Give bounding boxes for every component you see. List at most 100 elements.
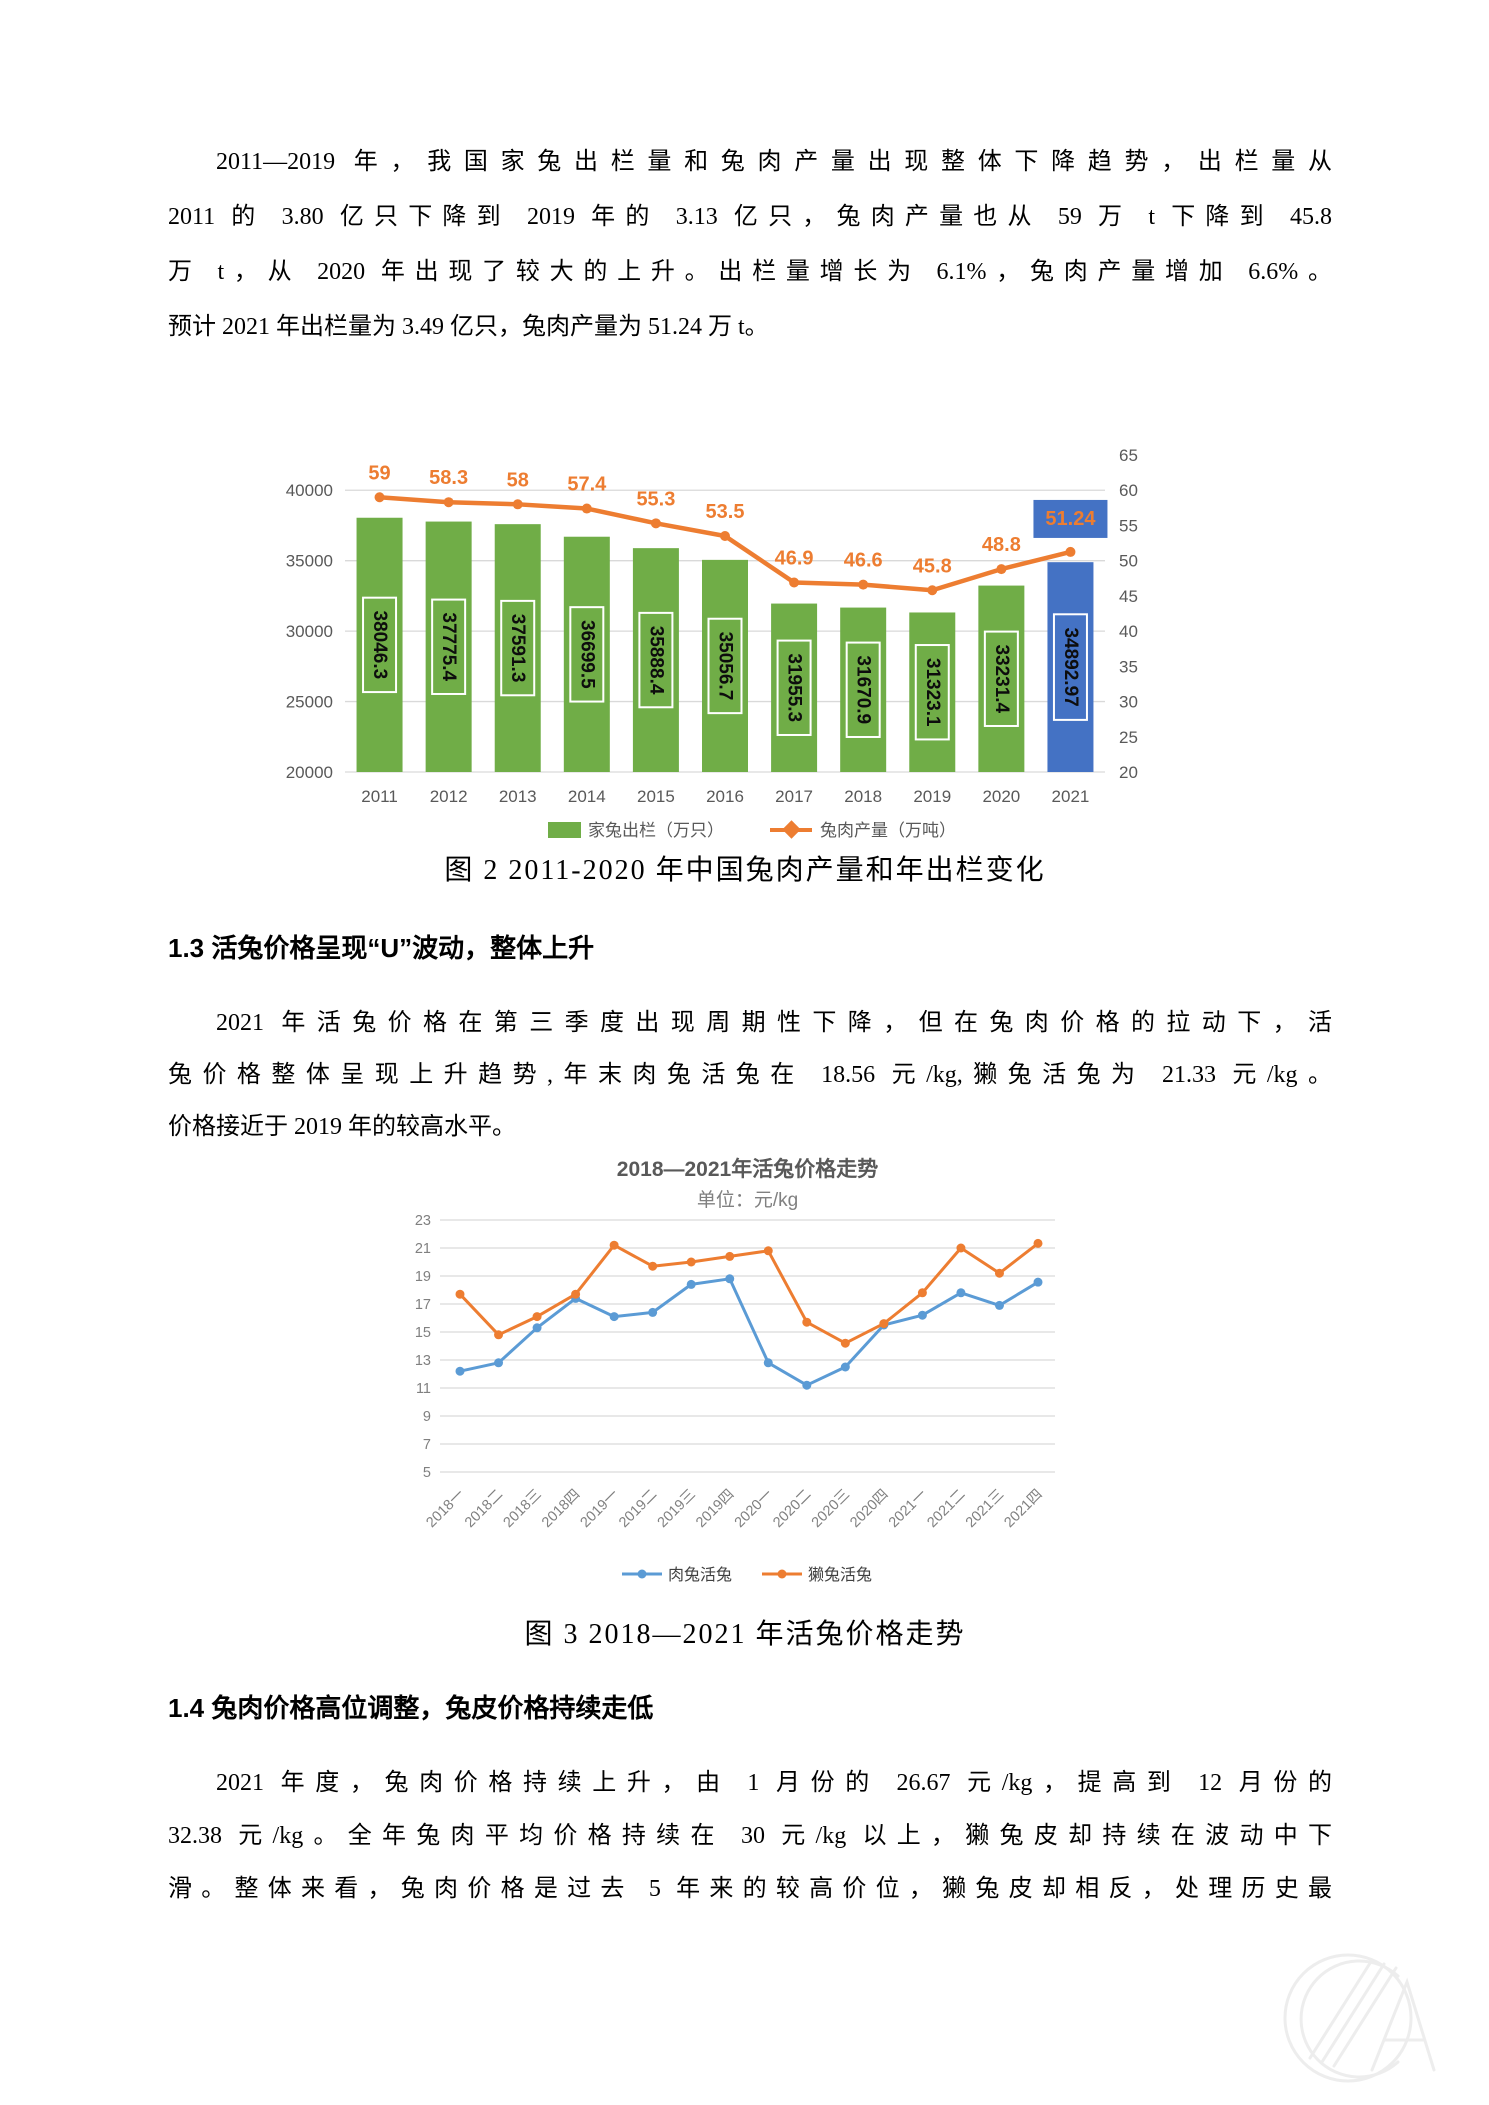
paragraph-1: 2011—2019 年，我国家兔出栏量和兔肉产量出现整体下降趋势，出栏量从 20… bbox=[168, 135, 1332, 355]
svg-text:獭兔活兔: 獭兔活兔 bbox=[808, 1566, 872, 1584]
svg-text:7: 7 bbox=[423, 1437, 431, 1453]
svg-text:23: 23 bbox=[415, 1213, 431, 1229]
svg-text:51.24: 51.24 bbox=[1045, 508, 1096, 530]
svg-text:19: 19 bbox=[415, 1269, 431, 1285]
paragraph-line: 2021 年度，兔肉价格持续上升，由 1 月份的 26.67 元/kg，提高到 … bbox=[216, 1770, 1332, 1796]
svg-text:25: 25 bbox=[1119, 728, 1138, 747]
svg-text:兔肉产量（万吨）: 兔肉产量（万吨） bbox=[820, 821, 956, 840]
svg-text:58: 58 bbox=[507, 469, 529, 491]
svg-text:35: 35 bbox=[1119, 657, 1138, 676]
svg-text:57.4: 57.4 bbox=[567, 474, 607, 496]
svg-text:2018四: 2018四 bbox=[539, 1487, 583, 1531]
paragraph-line: 2021 年活兔价格在第三季度出现周期性下降，但在兔肉价格的拉动下，活 bbox=[216, 1010, 1332, 1036]
section-heading-1-4: 1.4 兔肉价格高位调整，兔皮价格持续走低 bbox=[168, 1693, 654, 1723]
svg-text:35888.4: 35888.4 bbox=[645, 626, 666, 695]
svg-text:2018二: 2018二 bbox=[462, 1487, 506, 1531]
svg-text:2018: 2018 bbox=[844, 787, 882, 806]
svg-text:59: 59 bbox=[368, 462, 390, 484]
svg-text:2014: 2014 bbox=[568, 787, 606, 806]
svg-text:46.6: 46.6 bbox=[844, 550, 883, 572]
svg-text:2020一: 2020一 bbox=[732, 1487, 776, 1531]
paragraph-line: 滑。整体来看，兔肉价格是过去 5 年来的较高价位，獭兔皮却相反，处理历史最 bbox=[168, 1876, 1332, 1902]
paragraph-line: 价格接近于 2019 年的较高水平。 bbox=[168, 1114, 516, 1140]
figure3-caption: 图 3 2018—2021 年活兔价格走势 bbox=[524, 1619, 966, 1650]
svg-text:2012: 2012 bbox=[430, 787, 468, 806]
svg-text:2018三: 2018三 bbox=[501, 1487, 545, 1531]
paragraph-line: 预计 2021 年出栏量为 3.49 亿只，兔肉产量为 51.24 万 t。 bbox=[168, 314, 769, 340]
svg-text:21: 21 bbox=[415, 1241, 431, 1257]
svg-text:20: 20 bbox=[1119, 763, 1138, 782]
svg-text:31323.1: 31323.1 bbox=[922, 658, 943, 727]
svg-text:肉兔活兔: 肉兔活兔 bbox=[668, 1566, 732, 1584]
svg-text:35056.7: 35056.7 bbox=[715, 632, 736, 701]
svg-text:2019二: 2019二 bbox=[616, 1487, 660, 1531]
svg-text:33231.4: 33231.4 bbox=[991, 644, 1012, 713]
svg-text:2019三: 2019三 bbox=[655, 1487, 699, 1531]
svg-text:2017: 2017 bbox=[775, 787, 813, 806]
svg-text:48.8: 48.8 bbox=[982, 534, 1021, 556]
svg-text:2019四: 2019四 bbox=[693, 1487, 737, 1531]
paragraph-line: 32.38 元/kg。全年兔肉平均价格持续在 30 元/kg 以上，獭兔皮却持续… bbox=[168, 1823, 1332, 1849]
svg-text:9: 9 bbox=[423, 1409, 431, 1425]
svg-text:2021一: 2021一 bbox=[886, 1487, 930, 1531]
paragraph-line: 2011—2019 年，我国家兔出栏量和兔肉产量出现整体下降趋势，出栏量从 bbox=[216, 149, 1332, 175]
svg-text:2019: 2019 bbox=[913, 787, 951, 806]
paragraph-2: 2021 年活兔价格在第三季度出现周期性下降，但在兔肉价格的拉动下，活 兔价格整… bbox=[168, 997, 1332, 1153]
figure2-caption: 图 2 2011-2020 年中国兔肉产量和年出栏变化 bbox=[444, 855, 1046, 886]
svg-text:2020三: 2020三 bbox=[809, 1487, 853, 1531]
svg-text:65: 65 bbox=[1119, 446, 1138, 465]
svg-text:15: 15 bbox=[415, 1325, 431, 1341]
svg-text:5: 5 bbox=[423, 1465, 431, 1481]
svg-text:46.9: 46.9 bbox=[775, 548, 814, 570]
svg-text:单位：元/kg: 单位：元/kg bbox=[697, 1189, 798, 1211]
section-heading-1-3: 1.3 活兔价格呈现“U”波动，整体上升 bbox=[168, 933, 595, 963]
svg-text:2021三: 2021三 bbox=[963, 1487, 1007, 1531]
svg-text:2011: 2011 bbox=[361, 787, 398, 806]
svg-text:53.5: 53.5 bbox=[706, 501, 745, 523]
svg-text:2015: 2015 bbox=[637, 787, 675, 806]
svg-text:35000: 35000 bbox=[286, 552, 333, 571]
svg-text:37591.3: 37591.3 bbox=[507, 614, 528, 683]
svg-text:2020四: 2020四 bbox=[847, 1487, 891, 1531]
svg-text:30000: 30000 bbox=[286, 622, 333, 641]
svg-text:37775.4: 37775.4 bbox=[438, 612, 459, 681]
svg-text:20000: 20000 bbox=[286, 763, 333, 782]
svg-text:2018一: 2018一 bbox=[423, 1487, 467, 1531]
svg-text:25000: 25000 bbox=[286, 693, 333, 712]
svg-text:2021: 2021 bbox=[1052, 787, 1090, 806]
svg-text:17: 17 bbox=[415, 1297, 431, 1313]
logo-watermark-icon bbox=[1268, 1930, 1488, 2105]
svg-text:55.3: 55.3 bbox=[636, 488, 675, 510]
svg-text:58.3: 58.3 bbox=[429, 467, 468, 489]
svg-text:36699.5: 36699.5 bbox=[576, 620, 597, 689]
figure3-line-chart: 2018—2021年活兔价格走势 单位：元/kg 23 21 19 17 15 13 11 9 7 5… bbox=[400, 1150, 1100, 1615]
svg-text:2021二: 2021二 bbox=[924, 1487, 968, 1531]
paragraph-3: 2021 年度，兔肉价格持续上升，由 1 月份的 26.67 元/kg，提高到 … bbox=[168, 1757, 1332, 1916]
svg-text:家兔出栏（万只）: 家兔出栏（万只） bbox=[588, 821, 724, 840]
svg-text:45: 45 bbox=[1119, 587, 1138, 606]
svg-text:60: 60 bbox=[1119, 481, 1138, 500]
svg-text:31670.9: 31670.9 bbox=[853, 655, 874, 724]
svg-text:40000: 40000 bbox=[286, 481, 333, 500]
figure2-chart-canvas: 40000 35000 30000 25000 20000 65 60 55 50 45 40 35 3… bbox=[286, 446, 1138, 840]
svg-text:2013: 2013 bbox=[499, 787, 537, 806]
svg-text:38046.3: 38046.3 bbox=[369, 611, 390, 680]
svg-text:2016: 2016 bbox=[706, 787, 744, 806]
svg-text:2018—2021年活兔价格走势: 2018—2021年活兔价格走势 bbox=[617, 1157, 878, 1181]
svg-text:11: 11 bbox=[416, 1381, 431, 1397]
svg-text:50: 50 bbox=[1119, 552, 1138, 571]
svg-text:45.8: 45.8 bbox=[913, 555, 952, 577]
svg-text:2019一: 2019一 bbox=[578, 1487, 622, 1531]
svg-text:55: 55 bbox=[1119, 516, 1138, 535]
svg-text:40: 40 bbox=[1119, 622, 1138, 641]
svg-text:2020: 2020 bbox=[982, 787, 1020, 806]
paragraph-line: 万 t，从 2020 年出现了较大的上升。出栏量增长为 6.1%，兔肉产量增加 … bbox=[168, 259, 1332, 285]
svg-text:2021四: 2021四 bbox=[1001, 1487, 1045, 1531]
svg-text:31955.3: 31955.3 bbox=[784, 653, 805, 722]
paragraph-line: 2011 的 3.80 亿只下降到 2019 年的 3.13 亿只，兔肉产量也从… bbox=[168, 204, 1332, 230]
svg-text:34892.97: 34892.97 bbox=[1060, 627, 1081, 706]
svg-text:30: 30 bbox=[1119, 693, 1138, 712]
paragraph-line: 兔价格整体呈现上升趋势,年末肉兔活兔在 18.56 元/kg,獭兔活兔为 21.… bbox=[168, 1062, 1332, 1088]
